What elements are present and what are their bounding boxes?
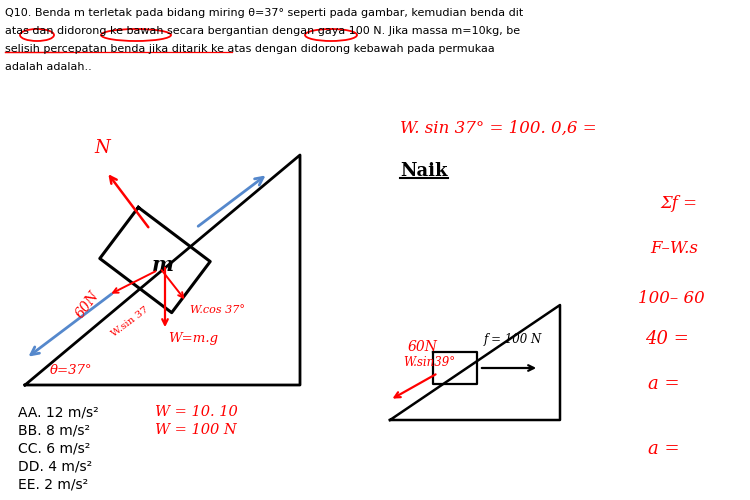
Text: W. sin 37° = 100. 0,6 =: W. sin 37° = 100. 0,6 =: [400, 120, 597, 137]
Text: CC. 6 m/s²: CC. 6 m/s²: [18, 441, 90, 455]
Text: N: N: [94, 139, 110, 157]
Text: θ=37°: θ=37°: [50, 364, 92, 377]
Text: 100– 60: 100– 60: [638, 290, 705, 307]
Text: adalah adalah..: adalah adalah..: [5, 62, 92, 72]
Text: 60N: 60N: [408, 340, 438, 354]
Text: EE. 2 m/s²: EE. 2 m/s²: [18, 477, 88, 491]
Text: AA. 12 m/s²: AA. 12 m/s²: [18, 405, 99, 419]
Text: F–W.s: F–W.s: [650, 240, 698, 257]
Text: W.cos 37°: W.cos 37°: [190, 304, 245, 314]
Text: BB. 8 m/s²: BB. 8 m/s²: [18, 423, 90, 437]
Text: W = 100 N: W = 100 N: [155, 423, 237, 437]
Text: a =: a =: [648, 375, 680, 393]
Text: Σf =: Σf =: [660, 195, 697, 212]
Text: a =: a =: [648, 440, 680, 458]
Text: m: m: [152, 255, 174, 275]
Text: atas dan didorong ke bawah secara bergantian dengan gaya 100 N. Jika massa m=10k: atas dan didorong ke bawah secara bergan…: [5, 26, 520, 36]
Text: W.sin 37: W.sin 37: [110, 305, 150, 338]
Text: f = 100 N: f = 100 N: [484, 333, 542, 346]
Text: W=m.g: W=m.g: [168, 332, 218, 345]
Text: Q10. Benda m terletak pada bidang miring θ=37° seperti pada gambar, kemudian ben: Q10. Benda m terletak pada bidang miring…: [5, 8, 524, 18]
Text: W = 10. 10: W = 10. 10: [155, 405, 238, 419]
Text: Naik: Naik: [400, 162, 448, 180]
Text: DD. 4 m/s²: DD. 4 m/s²: [18, 459, 92, 473]
Text: W.sin39°: W.sin39°: [403, 356, 455, 369]
Text: selisih percepatan benda jika ditarik ke atas dengan didorong kebawah pada permu: selisih percepatan benda jika ditarik ke…: [5, 44, 495, 54]
Text: 40 =: 40 =: [645, 330, 688, 348]
Text: 60N: 60N: [73, 289, 101, 321]
